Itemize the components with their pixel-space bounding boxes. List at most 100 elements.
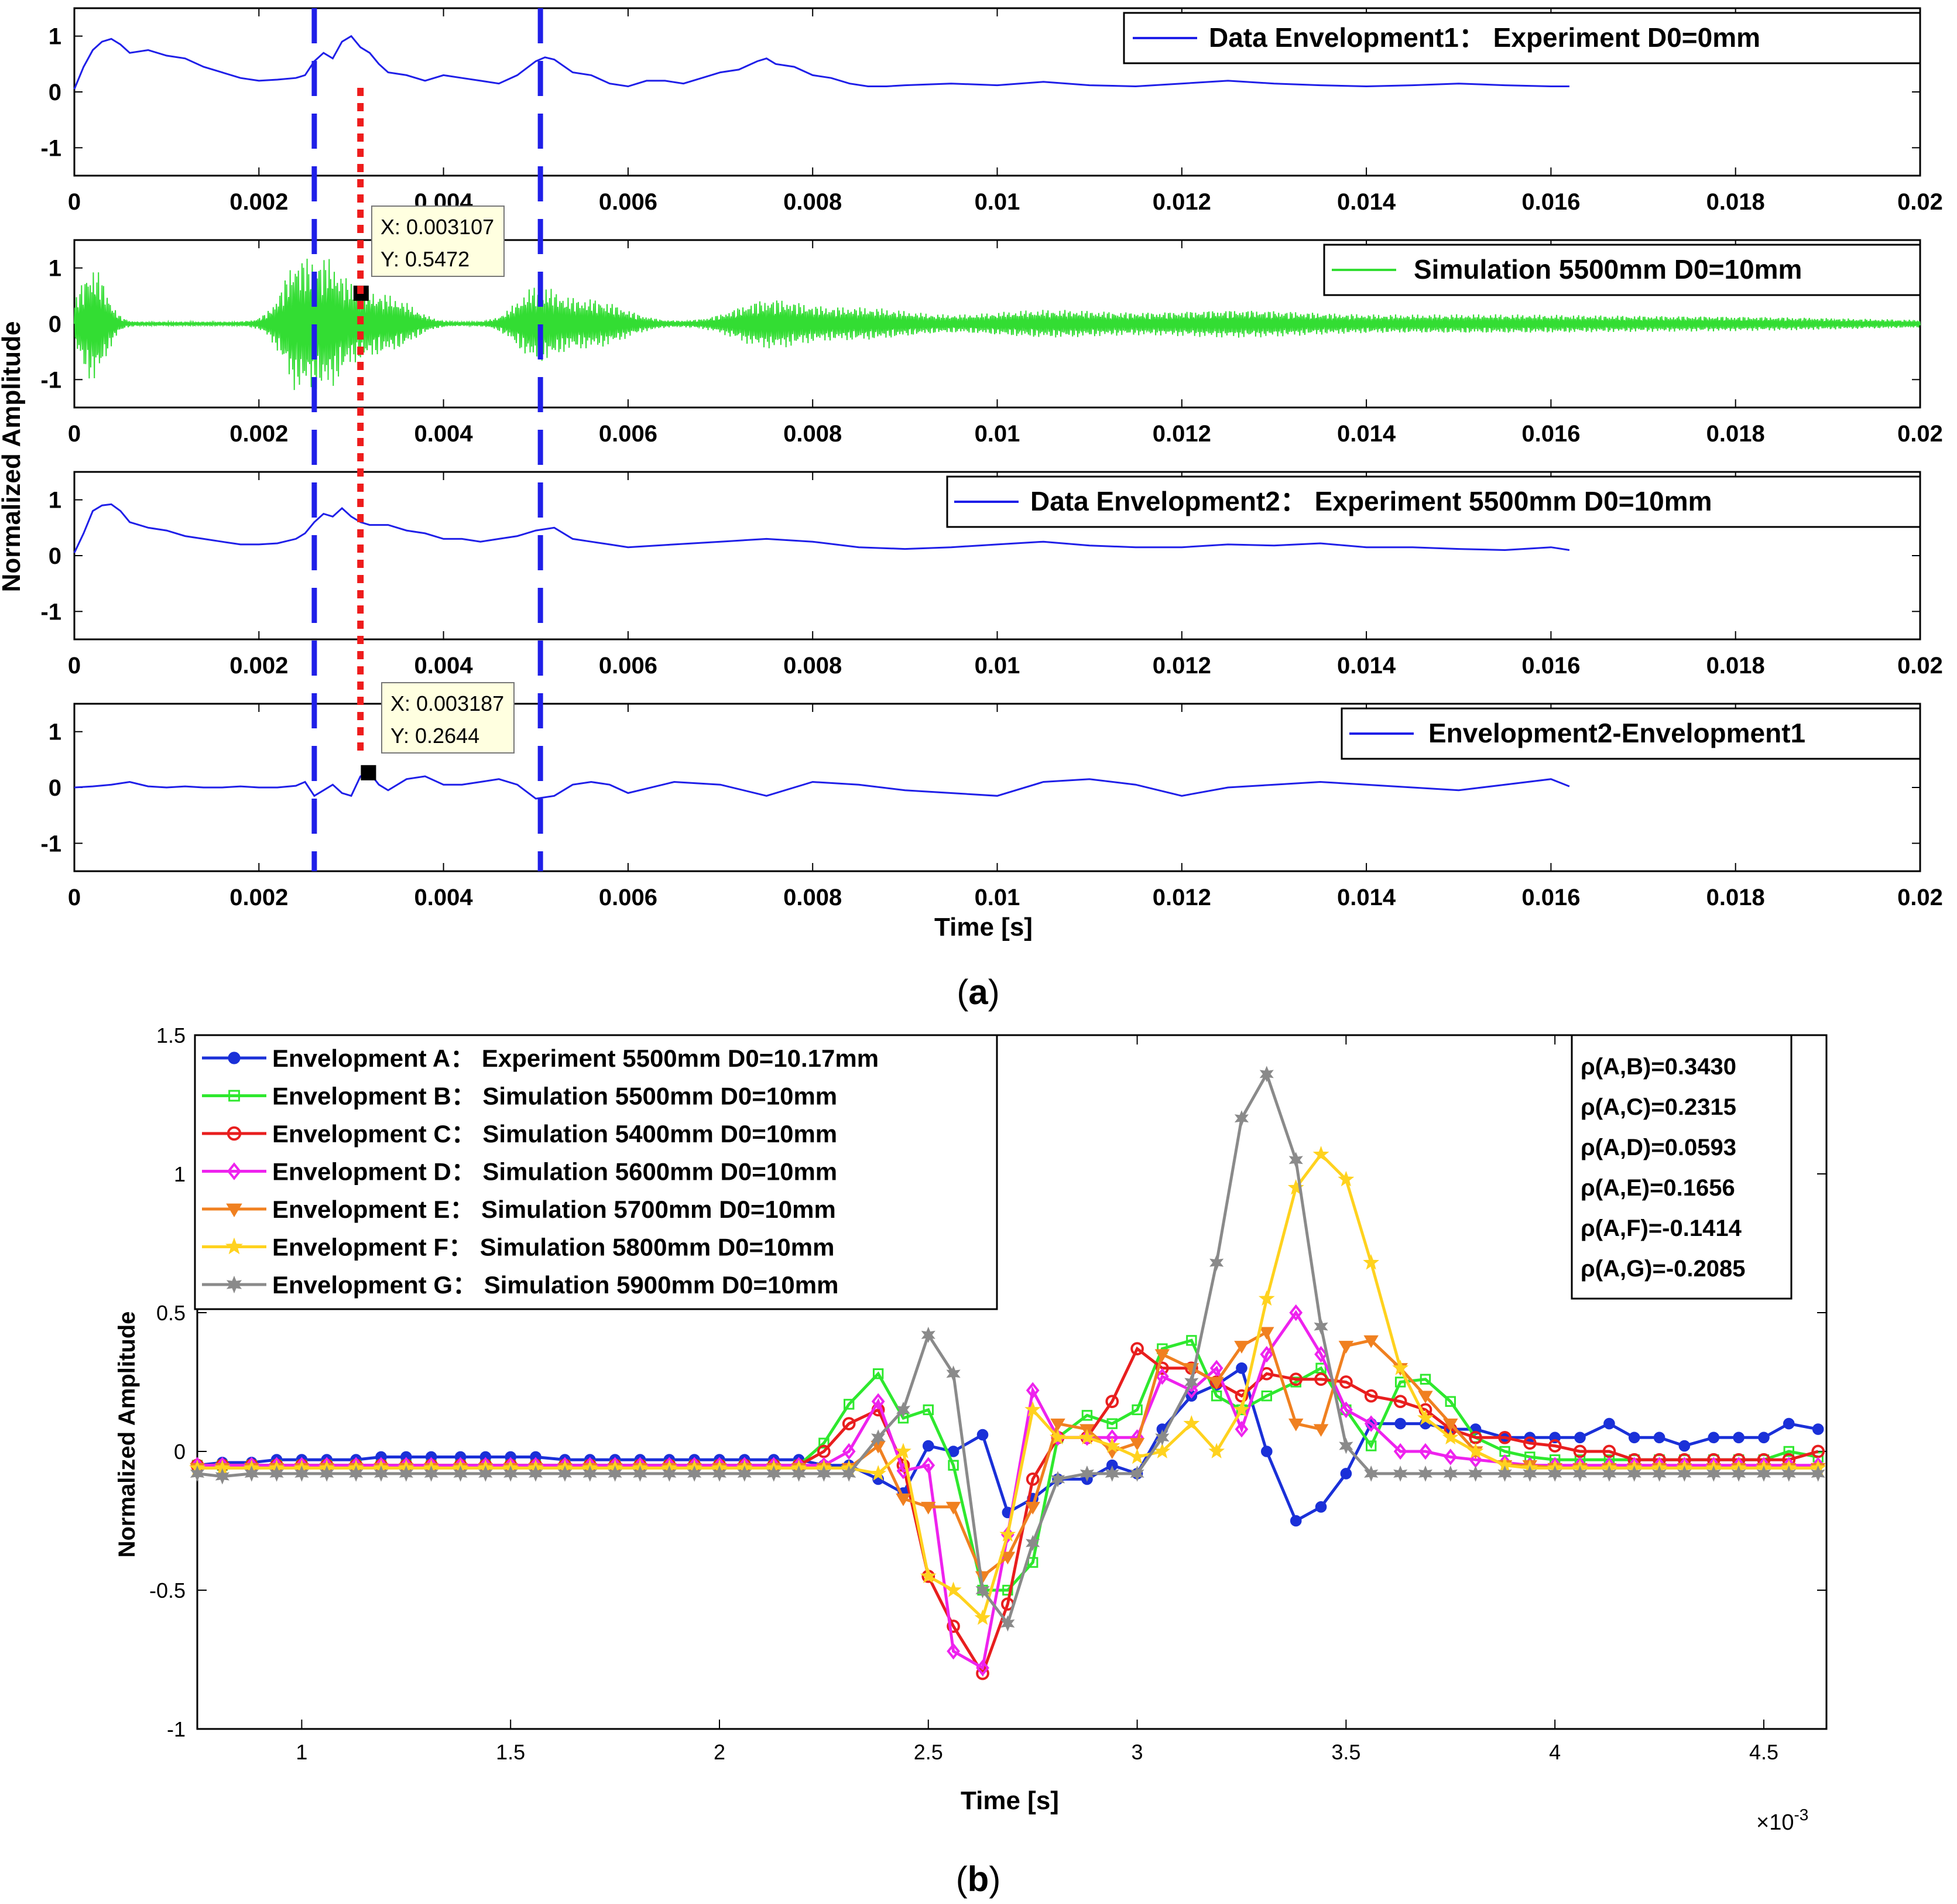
data-point	[818, 1437, 830, 1448]
data-point	[1235, 1420, 1249, 1438]
legend-label: Envelopment2-Envelopment1	[1428, 718, 1805, 748]
data-point	[1103, 1437, 1120, 1453]
x-tick-label: 4	[1549, 1740, 1561, 1764]
x-tick-label: 2	[714, 1740, 725, 1764]
y-tick-label: -1	[40, 599, 61, 625]
data-point	[1339, 1375, 1353, 1389]
correlation-stat: ρ(A,C)=0.2315	[1581, 1094, 1736, 1120]
x-tick-label: 0.008	[783, 189, 842, 215]
data-point	[1234, 1341, 1249, 1354]
data-point	[948, 1460, 959, 1471]
data-point	[215, 1468, 229, 1485]
data-point	[1418, 1443, 1432, 1460]
data-point	[1498, 1430, 1512, 1444]
data-point	[608, 1465, 622, 1482]
data-point	[1079, 1429, 1095, 1445]
data-point	[895, 1443, 911, 1458]
data-point	[1653, 1432, 1665, 1444]
x-tick-label: 0.02	[1897, 421, 1943, 447]
data-point	[1339, 1401, 1353, 1419]
y-tick-label: -1	[40, 135, 61, 161]
data-point	[1603, 1417, 1615, 1430]
y-tick-label: 1	[49, 256, 61, 282]
data-point	[1364, 1465, 1379, 1482]
data-point	[842, 1465, 856, 1482]
data-point	[1393, 1443, 1407, 1460]
x-tick-label: 3.5	[1331, 1740, 1360, 1764]
correlation-stat: ρ(A,B)=0.3430	[1581, 1054, 1736, 1080]
data-point	[1314, 1372, 1328, 1386]
x-tick-label: 1.5	[496, 1740, 525, 1764]
legend-label: Envelopment C： Simulation 5400mm D0=10mm	[272, 1120, 837, 1148]
data-point	[921, 1326, 935, 1343]
series	[190, 1066, 1825, 1632]
data-point	[1209, 1359, 1223, 1377]
subplot-a1: 0 0.002 0.004 0.006 0.008 0.01 0.012 0.014 0.016…	[40, 7, 1943, 215]
data-point	[1002, 1584, 1013, 1596]
data-point	[225, 1237, 244, 1255]
data-point	[945, 1502, 961, 1515]
data-point	[1732, 1465, 1746, 1482]
x-tick-label: 0.014	[1337, 885, 1396, 910]
x-tick-label: 0.004	[414, 885, 474, 910]
subplot-a3: 0 0.002 0.004 0.006 0.008 0.01 0.012 0.014 0.016…	[40, 471, 1943, 679]
data-point	[1573, 1444, 1587, 1458]
data-point	[1209, 1254, 1224, 1271]
x-tick-label: 1	[296, 1740, 307, 1764]
data-point	[1339, 1437, 1353, 1454]
data-point	[974, 1609, 991, 1625]
data-point	[1602, 1465, 1617, 1482]
data-point	[1130, 1465, 1144, 1482]
data-point	[1418, 1391, 1433, 1404]
x-tick-label: 0.014	[1337, 421, 1396, 447]
legend-label: Data Envelopment1： Experiment D0=0mm	[1209, 22, 1760, 53]
stats-box: ρ(A,B)=0.3430 ρ(A,C)=0.2315 ρ(A,D)=0.0593 ρ…	[1571, 1034, 1793, 1300]
series-line	[74, 772, 1570, 800]
x-tick-label: 0.002	[229, 885, 288, 910]
data-point	[1523, 1436, 1537, 1450]
data-point	[870, 1465, 887, 1481]
x-tick-label: 0.016	[1521, 653, 1580, 679]
data-point	[896, 1493, 911, 1506]
xlabel-b: Time [s]	[961, 1786, 1059, 1815]
data-point	[1154, 1443, 1171, 1458]
y-tick-label: 0	[49, 311, 61, 337]
data-point	[1363, 1335, 1379, 1348]
data-point	[1289, 1372, 1303, 1386]
x-tick-label: 0.01	[975, 421, 1020, 447]
legend-label: Data Envelopment2： Experiment 5500mm D0=…	[1030, 486, 1712, 516]
data-point	[1602, 1444, 1616, 1458]
x-tick-label: 0.01	[975, 653, 1020, 679]
ticks: 0 0.002 0.004 0.006 0.008 0.01 0.012 0.014 0.016…	[40, 8, 1943, 215]
data-point	[817, 1465, 831, 1482]
correlation-stat: ρ(A,F)=-0.1414	[1581, 1215, 1742, 1241]
data-point	[1105, 1395, 1119, 1409]
data-point	[871, 1393, 885, 1410]
x-tick-label: 0.016	[1521, 189, 1580, 215]
data-point	[1290, 1515, 1302, 1527]
data-point	[1081, 1410, 1093, 1421]
x-tick-label: 0	[68, 421, 81, 447]
data-point	[1186, 1335, 1197, 1346]
axes-frame	[196, 1034, 1828, 1730]
data-point	[1260, 1345, 1274, 1363]
x-tick-label: 0.002	[229, 421, 288, 447]
data-point	[842, 1417, 856, 1430]
datatip-a4: X: 0.003187 Y: 0.2644	[381, 682, 515, 754]
data-point	[1289, 1304, 1303, 1321]
datatip-y: Y: 0.2644	[390, 724, 479, 748]
data-point	[320, 1465, 334, 1482]
x-tick-label: 0.016	[1521, 421, 1580, 447]
data-point	[1132, 1404, 1143, 1416]
data-point	[947, 1619, 960, 1633]
subplot-a4: 0 0.002 0.004 0.006 0.008 0.01 0.012 0.014 0.016…	[40, 682, 1943, 941]
data-point	[226, 1275, 242, 1294]
x-tick-label: 0.002	[229, 653, 288, 679]
data-point	[1812, 1423, 1824, 1435]
series-lines	[73, 503, 1570, 553]
correlation-stat: ρ(A,D)=0.0593	[1581, 1135, 1736, 1160]
data-point	[921, 1457, 935, 1474]
y-tick-label: 0	[49, 775, 61, 801]
marker-lines	[311, 8, 543, 871]
series-lines	[74, 772, 1570, 800]
